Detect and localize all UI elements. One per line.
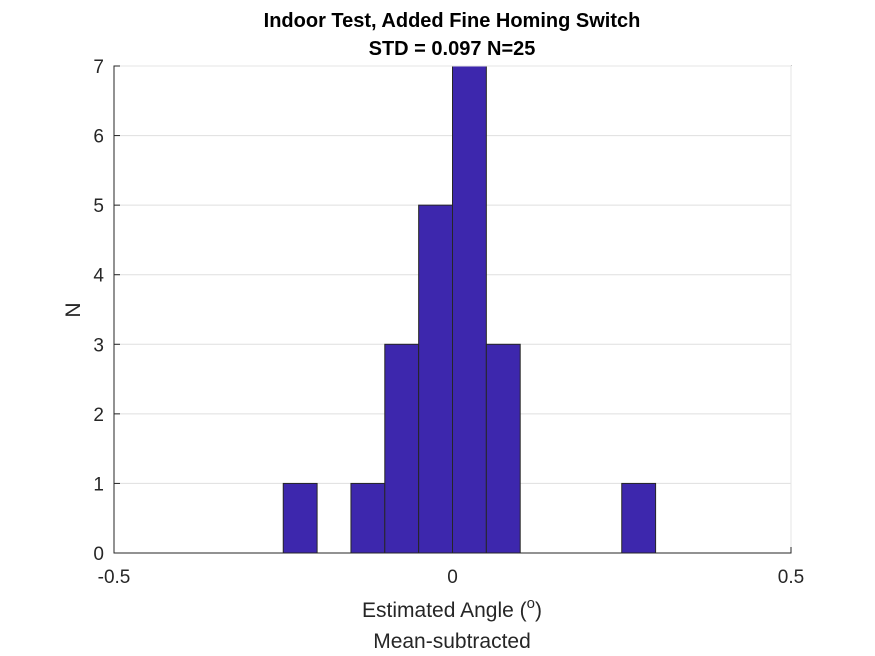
histogram-bar [350, 482, 386, 554]
chart-title: Indoor Test, Added Fine Homing Switch [264, 10, 641, 32]
histogram-bar [418, 204, 453, 554]
y-tick-label: 4 [93, 266, 104, 287]
x-tick-label: -0.5 [98, 567, 131, 588]
bars-layer [114, 65, 791, 554]
y-tick-label: 6 [93, 127, 104, 148]
y-tick-label: 2 [93, 405, 104, 426]
y-axis-label: N [62, 302, 85, 317]
y-tick-label: 5 [93, 196, 104, 217]
histogram-bar [485, 343, 521, 554]
x-axis-label: Estimated Angle (o) [362, 595, 542, 622]
y-tick-label: 3 [93, 335, 104, 356]
x-tick-label: 0 [447, 567, 458, 588]
x-axis-label-superscript: o [527, 595, 535, 612]
x-tick-label: 0.5 [778, 567, 804, 588]
histogram-bar [384, 343, 420, 554]
histogram-bar [452, 65, 487, 554]
histogram-bar [282, 482, 318, 554]
y-tick-label: 1 [93, 474, 104, 495]
x-axis-label-main: Estimated Angle ( [362, 599, 527, 622]
histogram-bar [621, 482, 657, 554]
x-axis-label-line2: Mean-subtracted [373, 630, 531, 653]
y-tick-label: 0 [93, 544, 104, 565]
y-tick-label: 7 [93, 57, 104, 78]
x-axis-label-close: ) [535, 599, 542, 622]
chart-subtitle: STD = 0.097 N=25 [369, 38, 536, 60]
